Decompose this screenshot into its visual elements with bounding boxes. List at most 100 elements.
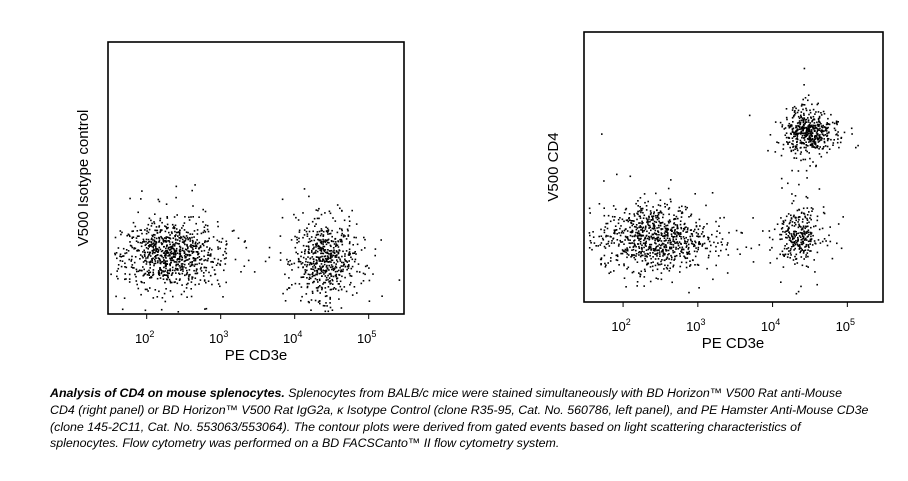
event-dot <box>675 215 678 218</box>
event-dot <box>335 263 337 265</box>
event-dot <box>622 250 625 253</box>
event-dot <box>625 236 628 239</box>
event-dot <box>194 277 197 279</box>
event-dot <box>209 247 211 249</box>
event-dot <box>643 239 645 242</box>
event-dot <box>341 255 343 258</box>
event-dot <box>311 290 314 293</box>
event-dot <box>149 260 152 263</box>
event-dot <box>814 113 816 115</box>
event-dot <box>184 239 187 242</box>
event-dot <box>709 250 712 253</box>
event-dot <box>315 223 317 225</box>
event-dot <box>693 245 695 248</box>
event-dot <box>777 142 780 144</box>
event-dot <box>312 274 315 277</box>
event-dot <box>329 232 332 235</box>
event-dot <box>189 240 191 242</box>
event-dot <box>341 261 343 264</box>
event-dot <box>642 217 645 219</box>
event-dot <box>643 229 646 232</box>
event-dot <box>646 237 649 240</box>
event-dot <box>196 257 199 259</box>
event-dot <box>645 249 648 251</box>
event-dot <box>327 286 330 288</box>
event-dot <box>811 125 814 128</box>
event-dot <box>624 235 627 238</box>
event-dot <box>311 220 314 223</box>
event-dot <box>600 258 603 261</box>
event-dot <box>829 240 832 243</box>
event-dot <box>166 216 168 218</box>
event-dot <box>776 257 778 260</box>
event-dot <box>172 227 174 229</box>
event-dot <box>641 229 644 231</box>
event-dot <box>149 263 151 266</box>
event-dot <box>320 242 323 245</box>
event-dot <box>300 251 303 253</box>
event-dot <box>166 223 169 226</box>
event-dot <box>311 275 314 278</box>
event-dot <box>649 213 652 216</box>
event-dot <box>189 245 191 247</box>
event-dot <box>652 217 654 220</box>
event-dot <box>321 260 323 262</box>
event-dot <box>795 107 797 110</box>
event-dot <box>151 252 154 255</box>
event-dot <box>689 229 692 231</box>
event-dot <box>368 279 371 282</box>
event-dot <box>314 274 316 277</box>
event-dot <box>788 122 791 125</box>
event-dot <box>224 247 227 250</box>
event-dot <box>166 252 169 254</box>
event-dot <box>678 241 681 243</box>
event-dot <box>783 247 786 250</box>
event-dot <box>647 248 650 251</box>
event-dot <box>607 235 609 237</box>
event-dot <box>676 231 678 233</box>
event-dot <box>817 141 820 143</box>
event-dot <box>665 244 667 247</box>
event-dot <box>645 235 648 237</box>
event-dot <box>810 218 812 221</box>
event-dot <box>665 224 667 227</box>
event-dot <box>165 250 167 252</box>
event-dot <box>308 248 310 250</box>
event-dot <box>328 269 330 271</box>
event-dot <box>185 235 188 237</box>
event-dot <box>662 243 665 245</box>
event-dot <box>224 250 226 253</box>
event-dot <box>670 246 673 249</box>
event-dot <box>820 112 822 114</box>
event-dot <box>325 270 327 272</box>
event-dot <box>115 252 118 254</box>
event-dot <box>825 240 827 242</box>
event-dot <box>789 219 792 222</box>
event-dot <box>297 260 300 263</box>
event-dot <box>182 224 184 227</box>
event-dot <box>247 259 250 262</box>
event-dot <box>702 235 705 238</box>
tick-exponent: 5 <box>371 329 376 339</box>
event-dot <box>796 140 798 143</box>
event-dot <box>716 230 718 232</box>
event-dot <box>767 149 769 152</box>
event-dot <box>176 258 179 260</box>
event-dot <box>132 221 135 224</box>
event-dot <box>204 231 207 233</box>
event-dot <box>346 265 349 268</box>
event-dot <box>343 219 346 222</box>
event-dot <box>316 250 319 253</box>
event-dot <box>807 235 809 238</box>
event-dot <box>329 266 332 269</box>
event-dot <box>818 228 821 231</box>
event-dot <box>668 237 671 240</box>
event-dot <box>627 220 630 223</box>
event-dot <box>279 252 282 254</box>
event-dot <box>220 260 222 262</box>
event-dot <box>607 242 609 245</box>
event-dot <box>807 121 810 123</box>
event-dot <box>153 236 156 239</box>
event-dot <box>189 273 191 276</box>
tick-mantissa: 10 <box>357 331 371 346</box>
